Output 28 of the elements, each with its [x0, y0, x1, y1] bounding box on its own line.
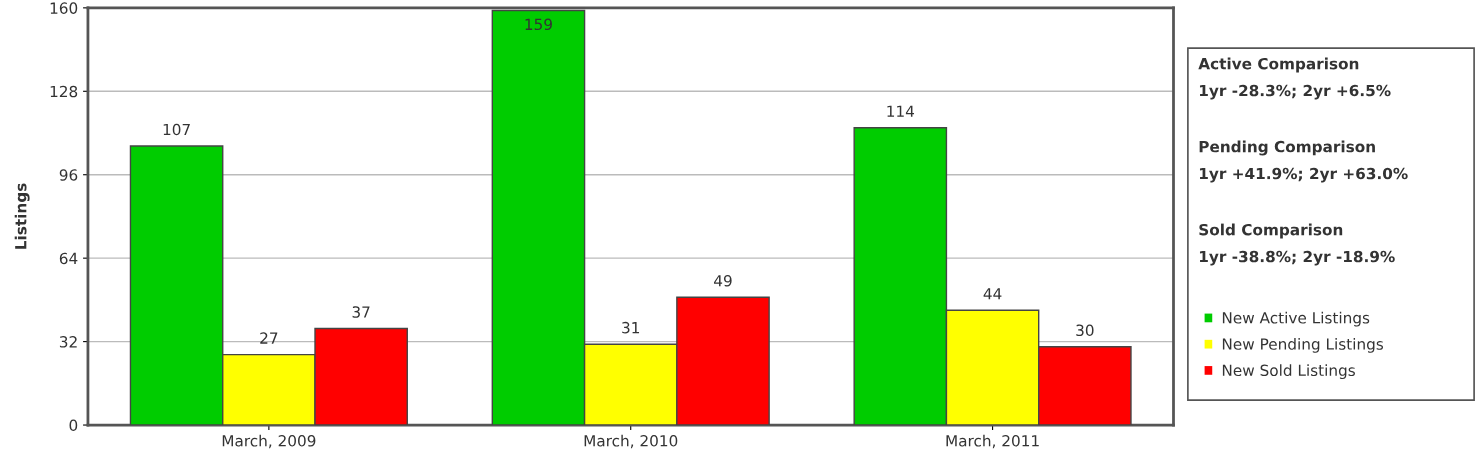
legend-label: New Sold Listings [1222, 364, 1355, 380]
data-label: 49 [714, 274, 732, 287]
data-label: 30 [1076, 324, 1094, 337]
legend-label: New Active Listings [1222, 311, 1370, 327]
y-tick-label: 0 [69, 419, 78, 432]
y-tick-label: 160 [50, 2, 78, 14]
y-tick-label: 96 [59, 169, 78, 181]
text: 1yr -28.3%; 2yr +6.5% [1199, 84, 1391, 100]
text: Pending Comparison [1199, 140, 1375, 156]
x-tick-label: March, 2011 [946, 434, 1039, 449]
data-label: 44 [983, 288, 1002, 300]
text: Sold Comparison [1199, 223, 1343, 239]
legend-label: New Pending Listings [1222, 337, 1384, 353]
text: 1yr -38.8%; 2yr -18.9% [1199, 250, 1395, 266]
data-label: 159 [525, 18, 552, 31]
y-tick-label: 128 [50, 85, 78, 98]
y-axis-title: Listings [14, 183, 30, 249]
text: 1yr +41.9%; 2yr +63.0% [1199, 167, 1408, 183]
y-tick-label: 64 [59, 252, 78, 265]
x-tick-label: March, 2010 [584, 434, 678, 449]
data-label: 107 [163, 123, 190, 136]
text: Active Comparison [1198, 57, 1359, 73]
data-label: 27 [260, 332, 278, 344]
data-label: 31 [622, 321, 640, 334]
x-tick-label: March, 2009 [222, 434, 316, 449]
data-label: 114 [887, 105, 915, 117]
y-tick-label: 32 [59, 336, 77, 348]
data-label: 37 [352, 306, 370, 318]
